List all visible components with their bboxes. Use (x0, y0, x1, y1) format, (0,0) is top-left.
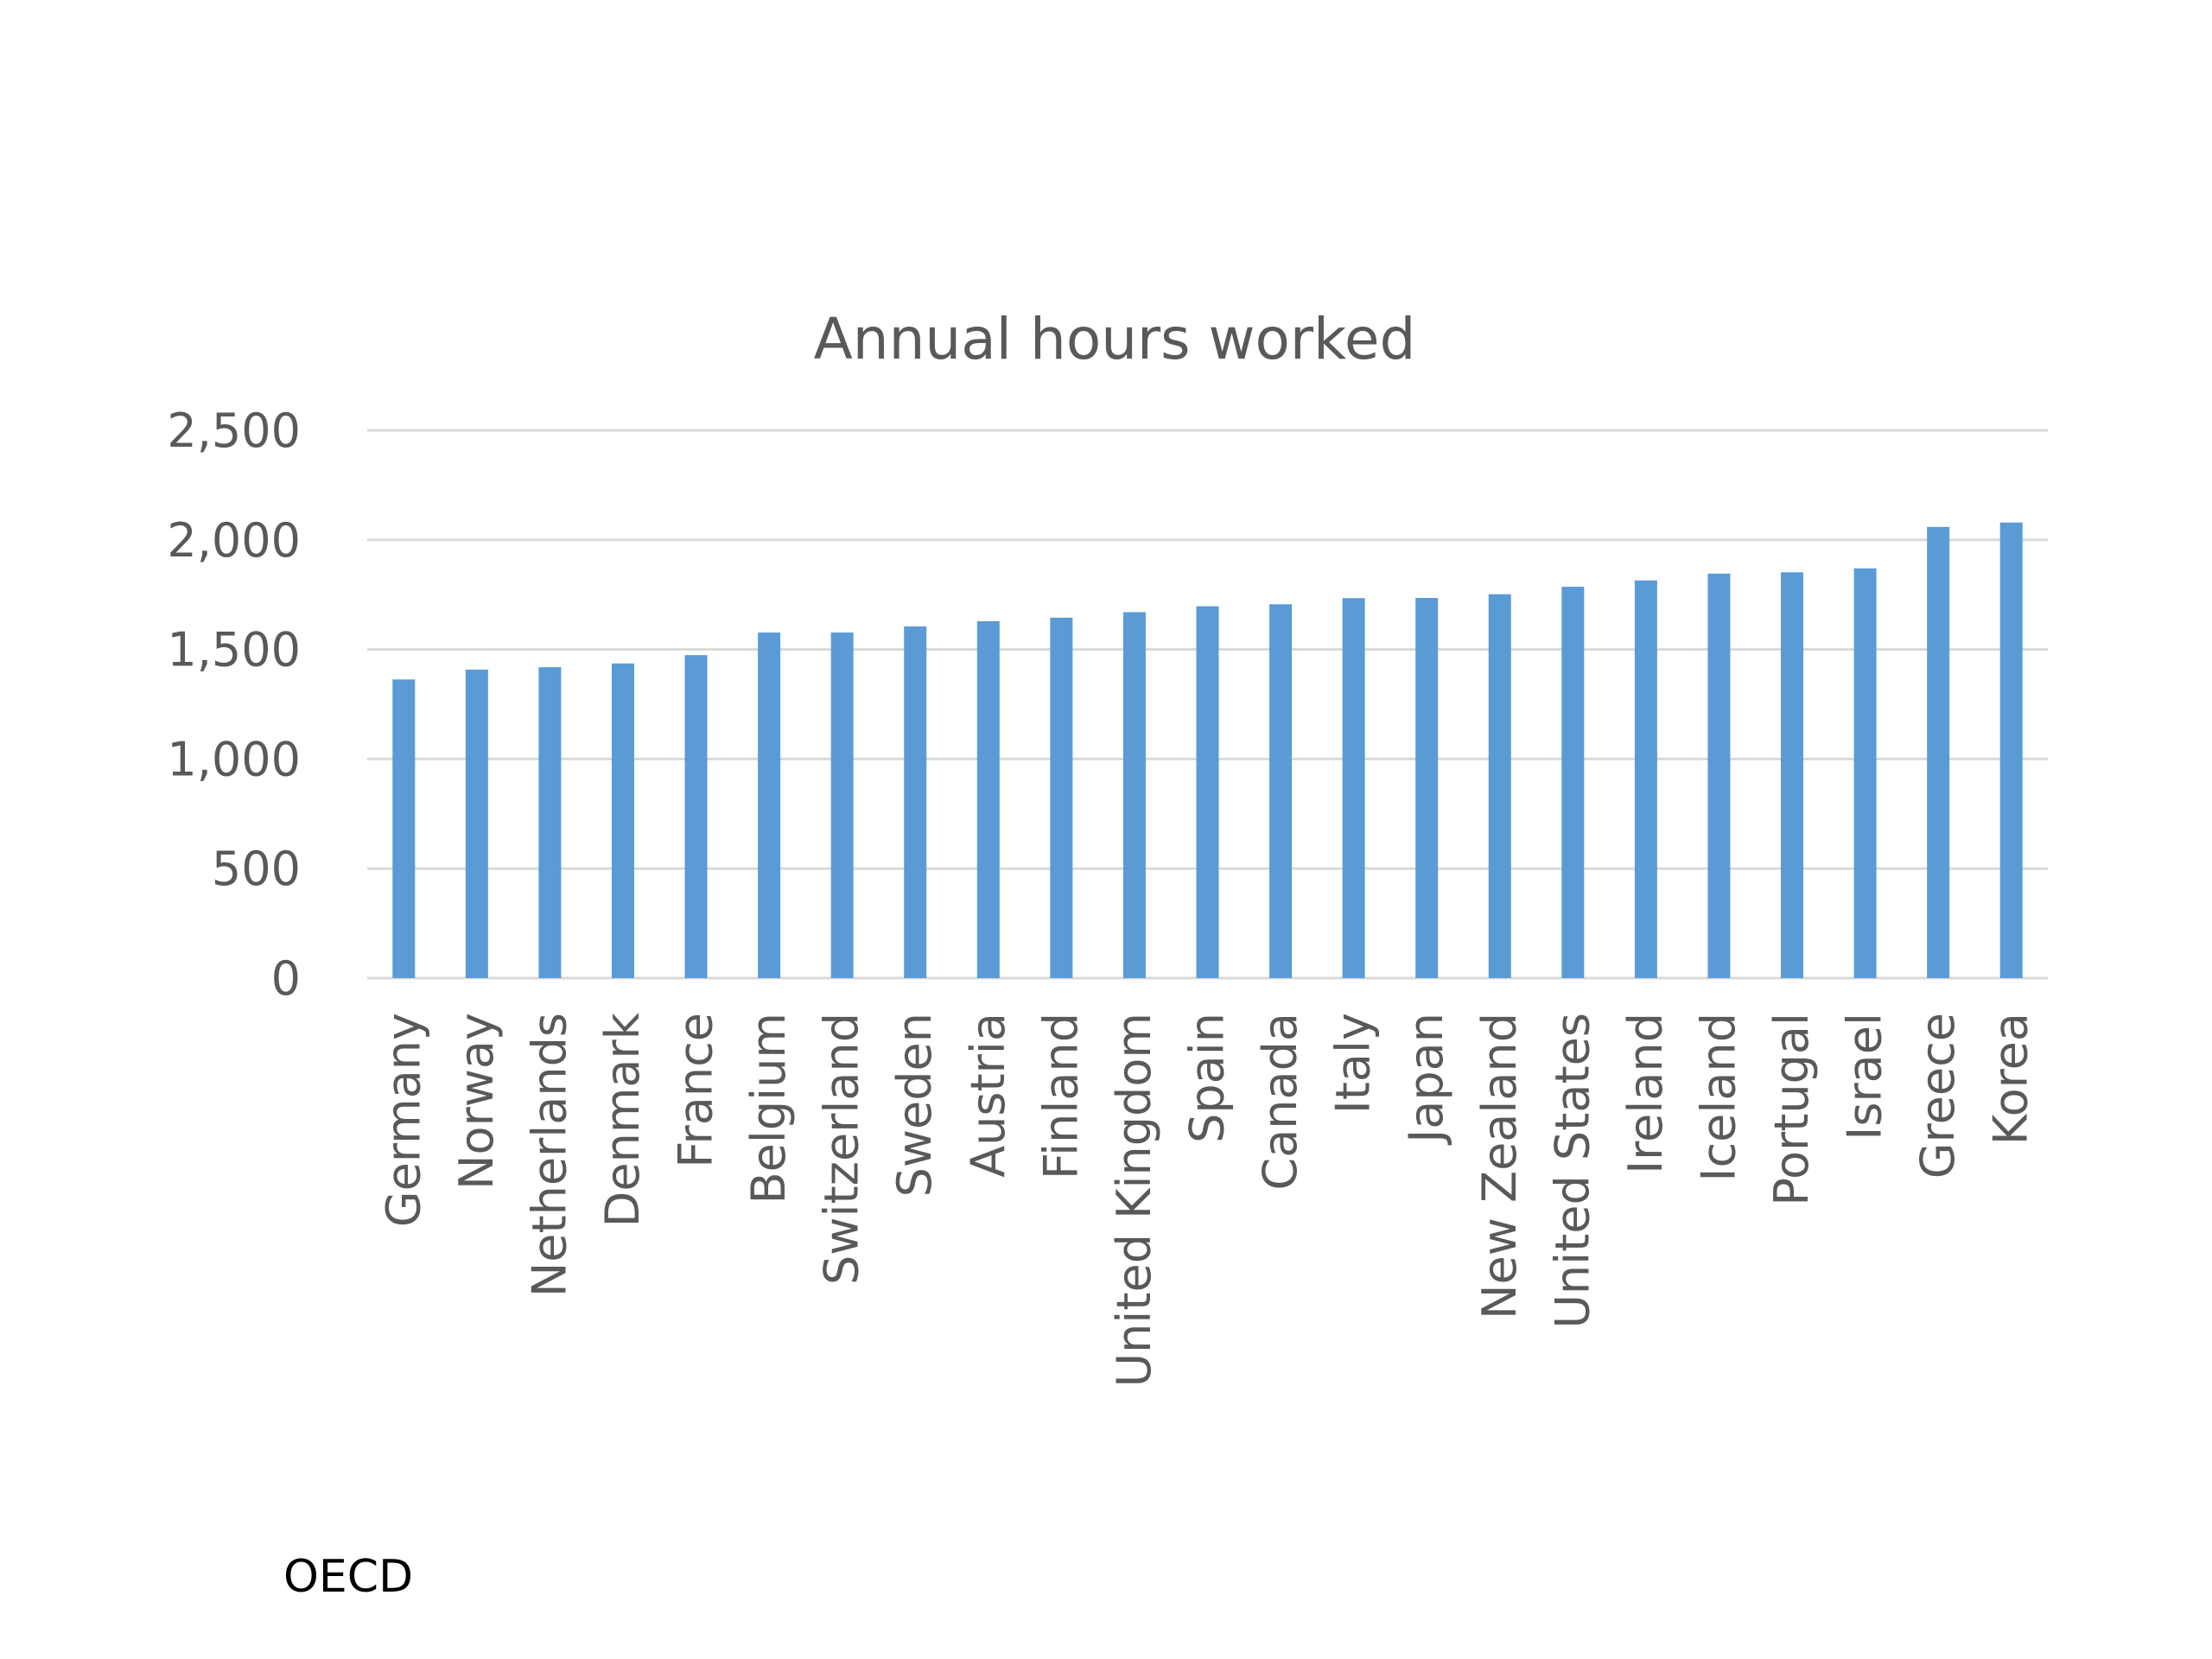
x-category-label: Switzerland (815, 1013, 869, 1285)
y-tick-label: 0 (271, 951, 301, 1006)
x-category-label: Greece (1910, 1013, 1965, 1179)
x-category-label: Netherlands (522, 1013, 576, 1297)
bar-united-states (1561, 587, 1585, 978)
source-note: OECD (283, 1551, 414, 1603)
x-category-label: Norway (449, 1013, 504, 1190)
x-category-label: Israel (1838, 1013, 1892, 1141)
x-category-label: Portugal (1764, 1013, 1819, 1206)
bar-belgium (758, 632, 781, 978)
bar-sweden (904, 626, 927, 978)
bar-spain (1196, 606, 1219, 978)
bar-switzerland (830, 632, 854, 978)
x-category-label: Japan (1399, 1013, 1453, 1146)
bar-norway (465, 669, 488, 978)
x-category-label: Belgium (741, 1013, 796, 1204)
y-tick-label: 1,500 (167, 623, 301, 677)
bar-france (684, 655, 708, 978)
x-category-label: New Zealand (1472, 1013, 1527, 1319)
x-category-label: United Kingdom (1107, 1013, 1161, 1387)
x-category-label: Iceland (1691, 1013, 1745, 1181)
bar-ireland (1634, 580, 1657, 978)
bar-austria (976, 620, 1000, 978)
bar-finland (1050, 617, 1073, 978)
bar-denmark (611, 663, 634, 978)
bar-israel (1853, 568, 1877, 978)
bar-italy (1342, 598, 1365, 978)
x-category-label: Korea (1984, 1013, 2038, 1145)
bar-japan (1415, 598, 1439, 978)
bar-netherlands (538, 667, 562, 978)
y-axis-tick-labels: 0 500 1,000 1,500 2,000 2,500 (167, 404, 301, 1006)
x-category-label: Ireland (1618, 1013, 1673, 1174)
bar-korea (1999, 522, 2023, 978)
bar-germany (392, 679, 416, 978)
y-tick-label: 1,000 (167, 732, 301, 786)
x-axis-category-labels: Germany Norway Netherlands Denmark France Bel… (376, 1012, 2037, 1387)
bar-new-zealand (1488, 594, 1511, 978)
x-category-label: Italy (1326, 1013, 1381, 1114)
y-tick-label: 2,500 (167, 404, 301, 458)
x-category-label: Germany (376, 1013, 430, 1227)
bar-iceland (1707, 573, 1731, 978)
bar-portugal (1781, 572, 1804, 978)
x-category-label: Finland (1033, 1013, 1088, 1179)
x-category-label: Sweden (887, 1013, 942, 1197)
y-tick-label: 2,000 (167, 513, 301, 568)
x-category-label: United States (1545, 1013, 1599, 1329)
bar-united-kingdom (1122, 612, 1146, 978)
bar-greece (1927, 526, 1950, 978)
bar-canada (1269, 604, 1293, 978)
x-category-label: France (669, 1013, 723, 1168)
x-category-label: Canada (1253, 1013, 1307, 1190)
x-category-label: Spain (1180, 1013, 1235, 1143)
y-tick-label: 500 (212, 842, 301, 896)
chart-title: Annual hours worked (814, 306, 1416, 372)
bars (392, 522, 2023, 978)
x-category-label: Denmark (595, 1012, 650, 1227)
x-category-label: Austria (961, 1013, 1015, 1178)
